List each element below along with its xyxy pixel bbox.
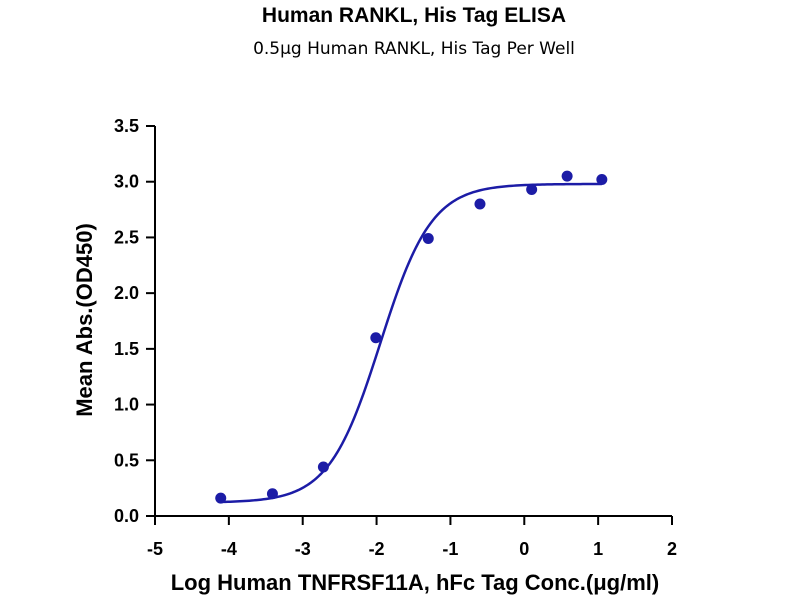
- y-tick-label: 1.5: [114, 339, 139, 359]
- data-point: [596, 173, 608, 185]
- axes: 0.0 0.5 1.0 1.5 2.0 2.5 3.0 3.5 -5 -4 -3 -2 -1 0 1 2: [114, 116, 677, 559]
- x-tick-label: -3: [295, 539, 311, 559]
- chart-subtitle: 0.5μg Human RANKL, His Tag Per Well: [253, 39, 575, 59]
- x-tick-label: -4: [221, 539, 237, 559]
- data-point: [370, 332, 382, 344]
- x-tick-label: 1: [593, 539, 603, 559]
- y-tick-label: 2.0: [114, 283, 139, 303]
- y-tick-label: 0.0: [114, 506, 139, 526]
- fit-curve: [220, 182, 602, 504]
- chart-title: Human RANKL, His Tag ELISA: [262, 4, 566, 27]
- data-point: [422, 233, 434, 245]
- data-point: [526, 184, 538, 196]
- x-tick-label: -5: [147, 539, 163, 559]
- x-axis-label: Log Human TNFRSF11A, hFc Tag Conc.(μg/ml…: [171, 570, 660, 595]
- x-tick-label: -1: [442, 539, 458, 559]
- y-tick-label: 0.5: [114, 450, 139, 470]
- y-axis-label: Mean Abs.(OD450): [72, 223, 97, 417]
- x-tick-label: 2: [667, 539, 677, 559]
- data-point: [474, 198, 486, 210]
- x-tick-label: -2: [369, 539, 385, 559]
- data-point: [561, 170, 573, 182]
- fit-curve-layer: [220, 182, 602, 504]
- data-point: [266, 488, 278, 500]
- y-tick-label: 3.0: [114, 172, 139, 192]
- x-tick-label: 0: [519, 539, 529, 559]
- y-tick-label: 1.0: [114, 395, 139, 415]
- y-tick-label: 3.5: [114, 116, 139, 136]
- data-points: [215, 170, 608, 504]
- y-tick-label: 2.5: [114, 227, 139, 247]
- data-point: [215, 492, 227, 504]
- data-point: [317, 461, 329, 473]
